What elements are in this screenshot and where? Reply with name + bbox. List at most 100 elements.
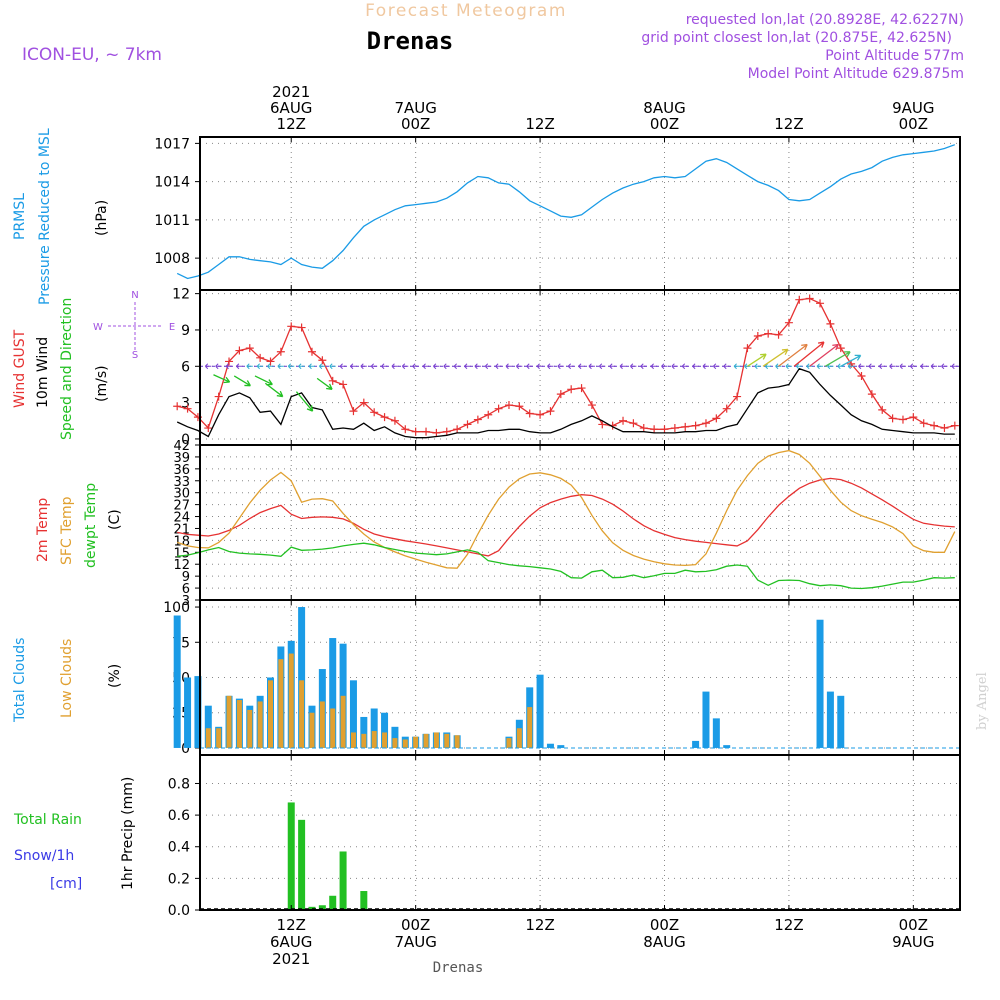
- bottom-time-label: 7AUG: [394, 933, 436, 951]
- wind-gust-label: Wind GUST: [12, 329, 28, 408]
- precip-ytick-label: 0.0: [168, 903, 190, 919]
- top-time-label: 00Z: [401, 115, 430, 133]
- gust-marker: [546, 407, 555, 416]
- clouds-bar: [329, 638, 337, 748]
- wind-ytick-label: 9: [181, 323, 190, 339]
- compass-w: W: [93, 322, 103, 333]
- clouds-bar: [299, 680, 305, 748]
- clouds-bar: [557, 745, 565, 748]
- precip-labels: Total Rain Snow/1h [cm] 1hr Precip (mm): [13, 777, 136, 892]
- wind-direction-tick: [391, 363, 398, 370]
- temperature-labels: 2m Temp SFC Temp dewpt Temp (C): [35, 483, 123, 568]
- gust-marker: [888, 414, 897, 423]
- gust-marker: [432, 428, 441, 437]
- snow-label: Snow/1h: [14, 848, 74, 864]
- gust-marker: [411, 427, 420, 436]
- precip-bar: [329, 895, 337, 910]
- bottom-time-label: 12Z: [774, 916, 803, 934]
- gust-marker: [878, 405, 887, 414]
- clouds-bar: [816, 619, 824, 748]
- wind-direction-tick: [401, 363, 409, 370]
- wind-direction-arrow: [213, 374, 231, 384]
- clouds-bar: [173, 615, 181, 748]
- wind-direction-tick: [350, 363, 357, 370]
- wind-direction-tick: [661, 363, 668, 370]
- temperature-ytick-label: 24: [173, 511, 190, 526]
- wind-direction-tick: [526, 363, 533, 370]
- clouds-bar: [527, 707, 533, 748]
- gust-marker: [577, 384, 586, 393]
- wind-direction-tick: [764, 363, 772, 370]
- gust-marker: [650, 425, 659, 434]
- wind-ytick-label: 3: [181, 396, 190, 412]
- gust-marker: [743, 344, 752, 353]
- gust-marker: [380, 413, 389, 422]
- gust-marker: [639, 424, 648, 433]
- wind-direction-tick: [318, 363, 326, 370]
- pressure-labels: PRMSL Pressure Reduced to MSL (hPa): [12, 128, 110, 305]
- temperature-ytick-label: 12: [173, 558, 190, 573]
- gust-marker: [422, 427, 431, 436]
- gust-marker: [173, 402, 182, 411]
- clouds-bar: [381, 712, 389, 748]
- temp-2m-label: 2m Temp: [35, 498, 51, 562]
- wind-ytick-label: 12: [172, 287, 190, 303]
- footer-station: Drenas: [433, 960, 484, 976]
- temperature-ytick-label: 6: [182, 582, 190, 597]
- wind-direction-tick: [630, 363, 637, 370]
- gust-marker: [857, 371, 866, 380]
- temp-sfc-label: SFC Temp: [59, 496, 75, 565]
- clouds-bar: [226, 695, 232, 748]
- temperature-ytick-label: 39: [173, 451, 190, 466]
- top-time-label: 00Z: [650, 115, 679, 133]
- wind-direction-arrow: [295, 391, 314, 412]
- gust-marker: [204, 424, 213, 433]
- prmsl-label: PRMSL: [12, 193, 28, 240]
- wind-direction-tick: [723, 363, 730, 370]
- gust-marker: [525, 409, 534, 418]
- gust-marker: [722, 404, 731, 413]
- compass-rose: N W E S: [93, 290, 175, 361]
- temperature-ytick-label: 36: [173, 463, 190, 478]
- wind-direction-tick: [816, 363, 824, 370]
- clouds-bar: [309, 712, 315, 748]
- wind-direction-tick: [557, 363, 564, 370]
- clouds-bar: [506, 738, 512, 748]
- wind-direction-tick: [412, 363, 419, 370]
- top-time-label: 12Z: [277, 115, 306, 133]
- wind-direction-tick: [370, 363, 378, 370]
- wind-direction-tick: [930, 363, 938, 370]
- gust-marker: [235, 346, 244, 355]
- precip-ytick-label: 0.6: [168, 808, 190, 824]
- gust-marker: [297, 323, 306, 332]
- clouds-bar: [370, 708, 378, 748]
- snow-unit-label: [cm]: [50, 876, 82, 892]
- top-time-label: 8AUG: [643, 99, 685, 117]
- precip-axis-label: 1hr Precip (mm): [120, 777, 136, 890]
- temperature-series-line: [177, 542, 955, 590]
- compass-n: N: [131, 290, 138, 301]
- wind-direction-tick: [298, 363, 305, 370]
- gust-marker: [670, 424, 679, 433]
- precip-bar: [298, 819, 306, 910]
- gust-marker: [318, 356, 327, 365]
- wind-direction-tick: [495, 363, 502, 370]
- forecast-subtitle: Forecast Meteogram: [365, 1, 567, 21]
- wind-direction-arrow: [264, 382, 284, 398]
- temperature-ytick-label: 42: [173, 439, 190, 454]
- wind-direction-tick: [308, 363, 315, 370]
- clouds-bar: [184, 677, 192, 748]
- gust-marker: [214, 392, 223, 401]
- wind-direction-tick: [443, 363, 450, 370]
- clouds-bar: [423, 733, 429, 748]
- wind-direction-tick: [671, 363, 678, 370]
- gust-marker: [836, 344, 845, 353]
- temperature-frame: [199, 444, 961, 601]
- wind-direction-arrow: [840, 354, 862, 367]
- wind-direction-tick: [878, 363, 886, 370]
- cloud-labels: Total Clouds Low Clouds (%): [12, 638, 123, 723]
- bottom-time-label: 00Z: [650, 916, 679, 934]
- clouds-bar: [723, 745, 731, 748]
- wind-direction-arrow: [793, 341, 825, 367]
- wind-direction-tick: [453, 363, 461, 370]
